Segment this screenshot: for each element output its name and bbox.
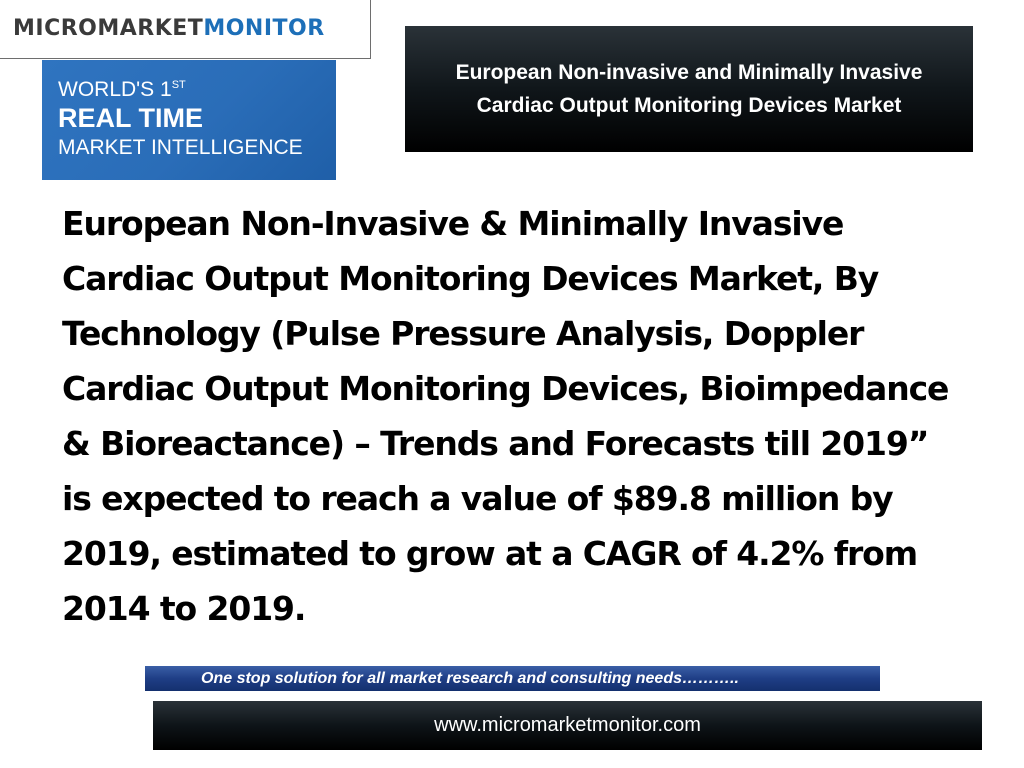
slogan-bar: One stop solution for all market researc…: [145, 666, 880, 691]
logo-text-monitor: MONITOR: [203, 16, 325, 41]
title-banner: European Non-invasive and Minimally Inva…: [405, 26, 973, 152]
footer-bar: www.micromarketmonitor.com: [153, 701, 982, 750]
tagline-worlds-first: WORLD'S 1: [58, 78, 172, 101]
tagline-line1: WORLD'S 1ST: [58, 72, 336, 103]
logo-text: MICROMARKETMONITOR: [13, 16, 325, 41]
tagline-superscript: ST: [171, 79, 186, 91]
tagline-market-intelligence: MARKET INTELLIGENCE: [58, 136, 303, 159]
logo: MICROMARKETMONITOR: [0, 0, 371, 59]
page-title: European Non-invasive and Minimally Inva…: [455, 61, 923, 117]
main-description: European Non-Invasive & Minimally Invasi…: [62, 204, 949, 628]
tagline-real-time: REAL TIME: [58, 103, 204, 133]
website-link[interactable]: www.micromarketmonitor.com: [434, 714, 701, 736]
logo-text-micromarket: MICROMARKET: [13, 16, 204, 41]
tagline-banner: WORLD'S 1ST REAL TIME MARKET INTELLIGENC…: [42, 60, 336, 180]
